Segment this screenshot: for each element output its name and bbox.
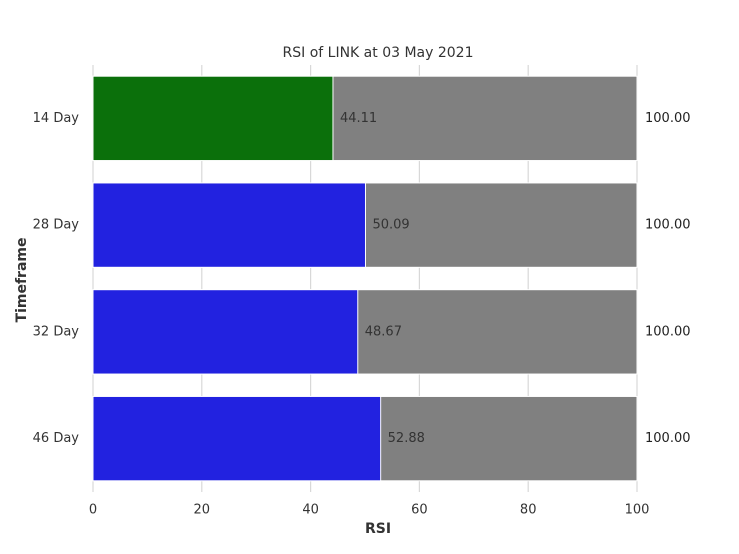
bar <box>92 182 366 268</box>
bar <box>92 289 359 375</box>
value-label: 100.00 <box>645 431 691 446</box>
x-tick-label: 40 <box>302 503 319 518</box>
value-label: 52.88 <box>388 431 425 446</box>
bar <box>92 395 382 482</box>
value-label: 48.67 <box>365 324 402 339</box>
value-label: 100.00 <box>645 324 691 339</box>
value-label: 100.00 <box>645 111 691 126</box>
x-tick-label: 60 <box>411 503 428 518</box>
x-tick-label: 20 <box>194 503 211 518</box>
y-tick-label: 14 Day <box>33 111 80 126</box>
value-label: 44.11 <box>340 111 377 126</box>
x-tick-label: 0 <box>89 503 97 518</box>
value-label: 50.09 <box>372 218 409 233</box>
y-tick-label: 32 Day <box>33 324 80 339</box>
chart-title: RSI of LINK at 03 May 2021 <box>283 45 474 61</box>
y-tick-label: 46 Day <box>33 431 80 446</box>
bar <box>92 75 334 162</box>
x-tick-label: 100 <box>625 503 650 518</box>
y-axis-label: Timeframe <box>14 238 30 323</box>
value-label: 100.00 <box>645 218 691 233</box>
x-axis-label: RSI <box>365 521 391 537</box>
x-tick-label: 80 <box>520 503 537 518</box>
y-tick-label: 28 Day <box>33 218 80 233</box>
